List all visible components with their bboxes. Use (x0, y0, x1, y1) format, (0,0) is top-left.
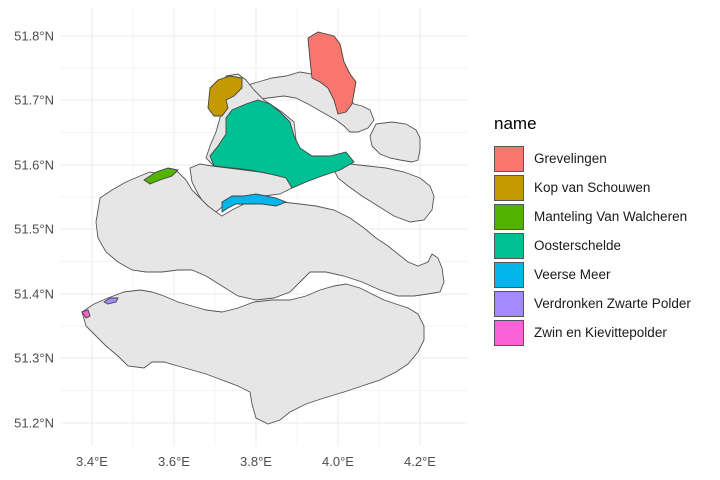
legend-swatch (494, 232, 524, 259)
land-polygons (81, 71, 445, 425)
y-tick-label: 51.7°N (14, 93, 54, 108)
x-axis-ticks: 3.4°E 3.6°E 3.8°E 4.0°E 4.2°E (76, 454, 436, 469)
legend-item: Veerse Meer (494, 260, 691, 289)
x-tick-label: 4.2°E (404, 454, 436, 469)
legend-swatch (494, 174, 524, 201)
area-oosterschelde (209, 99, 355, 189)
legend-items: Grevelingen Kop van Schouwen Manteling Van… (494, 144, 691, 347)
legend-swatch (494, 290, 524, 317)
legend-item: Kop van Schouwen (494, 173, 691, 202)
land-tholen (369, 121, 421, 163)
legend-swatch (494, 261, 524, 288)
highlighted-areas (81, 31, 357, 319)
x-tick-label: 3.4°E (76, 454, 108, 469)
legend-label: Manteling Van Walcheren (534, 209, 688, 224)
area-kop-van-schouwen (207, 75, 243, 117)
y-tick-label: 51.5°N (14, 222, 54, 237)
y-tick-label: 51.3°N (14, 351, 54, 366)
legend-swatch (494, 145, 524, 172)
area-zwin-en-kievittepolder (81, 309, 91, 319)
legend-label: Veerse Meer (534, 267, 611, 282)
land-zeeuws-vlaanderen (81, 283, 425, 425)
legend-label: Oosterschelde (534, 238, 622, 253)
y-tick-label: 51.2°N (14, 416, 54, 431)
legend-label: Zwin en Kievittepolder (534, 325, 667, 340)
y-tick-label: 51.8°N (14, 29, 54, 44)
x-tick-label: 4.0°E (322, 454, 354, 469)
y-tick-label: 51.4°N (14, 287, 54, 302)
area-manteling-van-walcheren (143, 167, 179, 185)
legend-label: Verdronken Zwarte Polder (534, 296, 691, 311)
legend-item: Verdronken Zwarte Polder (494, 289, 691, 318)
land-walcheren-zuid-beveland (95, 169, 445, 301)
legend-label: Kop van Schouwen (534, 180, 651, 195)
legend-label: Grevelingen (534, 151, 607, 166)
legend-swatch (494, 319, 524, 346)
land-goeree-overflakkee (237, 71, 375, 133)
x-tick-label: 3.8°E (240, 454, 272, 469)
legend-swatch (494, 203, 524, 230)
legend-item: Oosterschelde (494, 231, 691, 260)
legend-item: Manteling Van Walcheren (494, 202, 691, 231)
area-grevelingen (307, 31, 357, 115)
area-veerse-meer (221, 193, 288, 213)
legend: name Grevelingen Kop van Schouwen Mantelin… (494, 114, 691, 347)
y-axis-ticks: 51.8°N 51.7°N 51.6°N 51.5°N 51.4°N 51.3°N 51.2… (14, 29, 54, 431)
legend-title: name (494, 114, 537, 133)
y-tick-label: 51.6°N (14, 158, 54, 173)
legend-item: Grevelingen (494, 144, 691, 173)
area-verdronken-zwarte-polder (103, 297, 119, 305)
legend-item: Zwin en Kievittepolder (494, 318, 691, 347)
land-reimerswaal (333, 163, 435, 223)
x-tick-label: 3.6°E (158, 454, 190, 469)
